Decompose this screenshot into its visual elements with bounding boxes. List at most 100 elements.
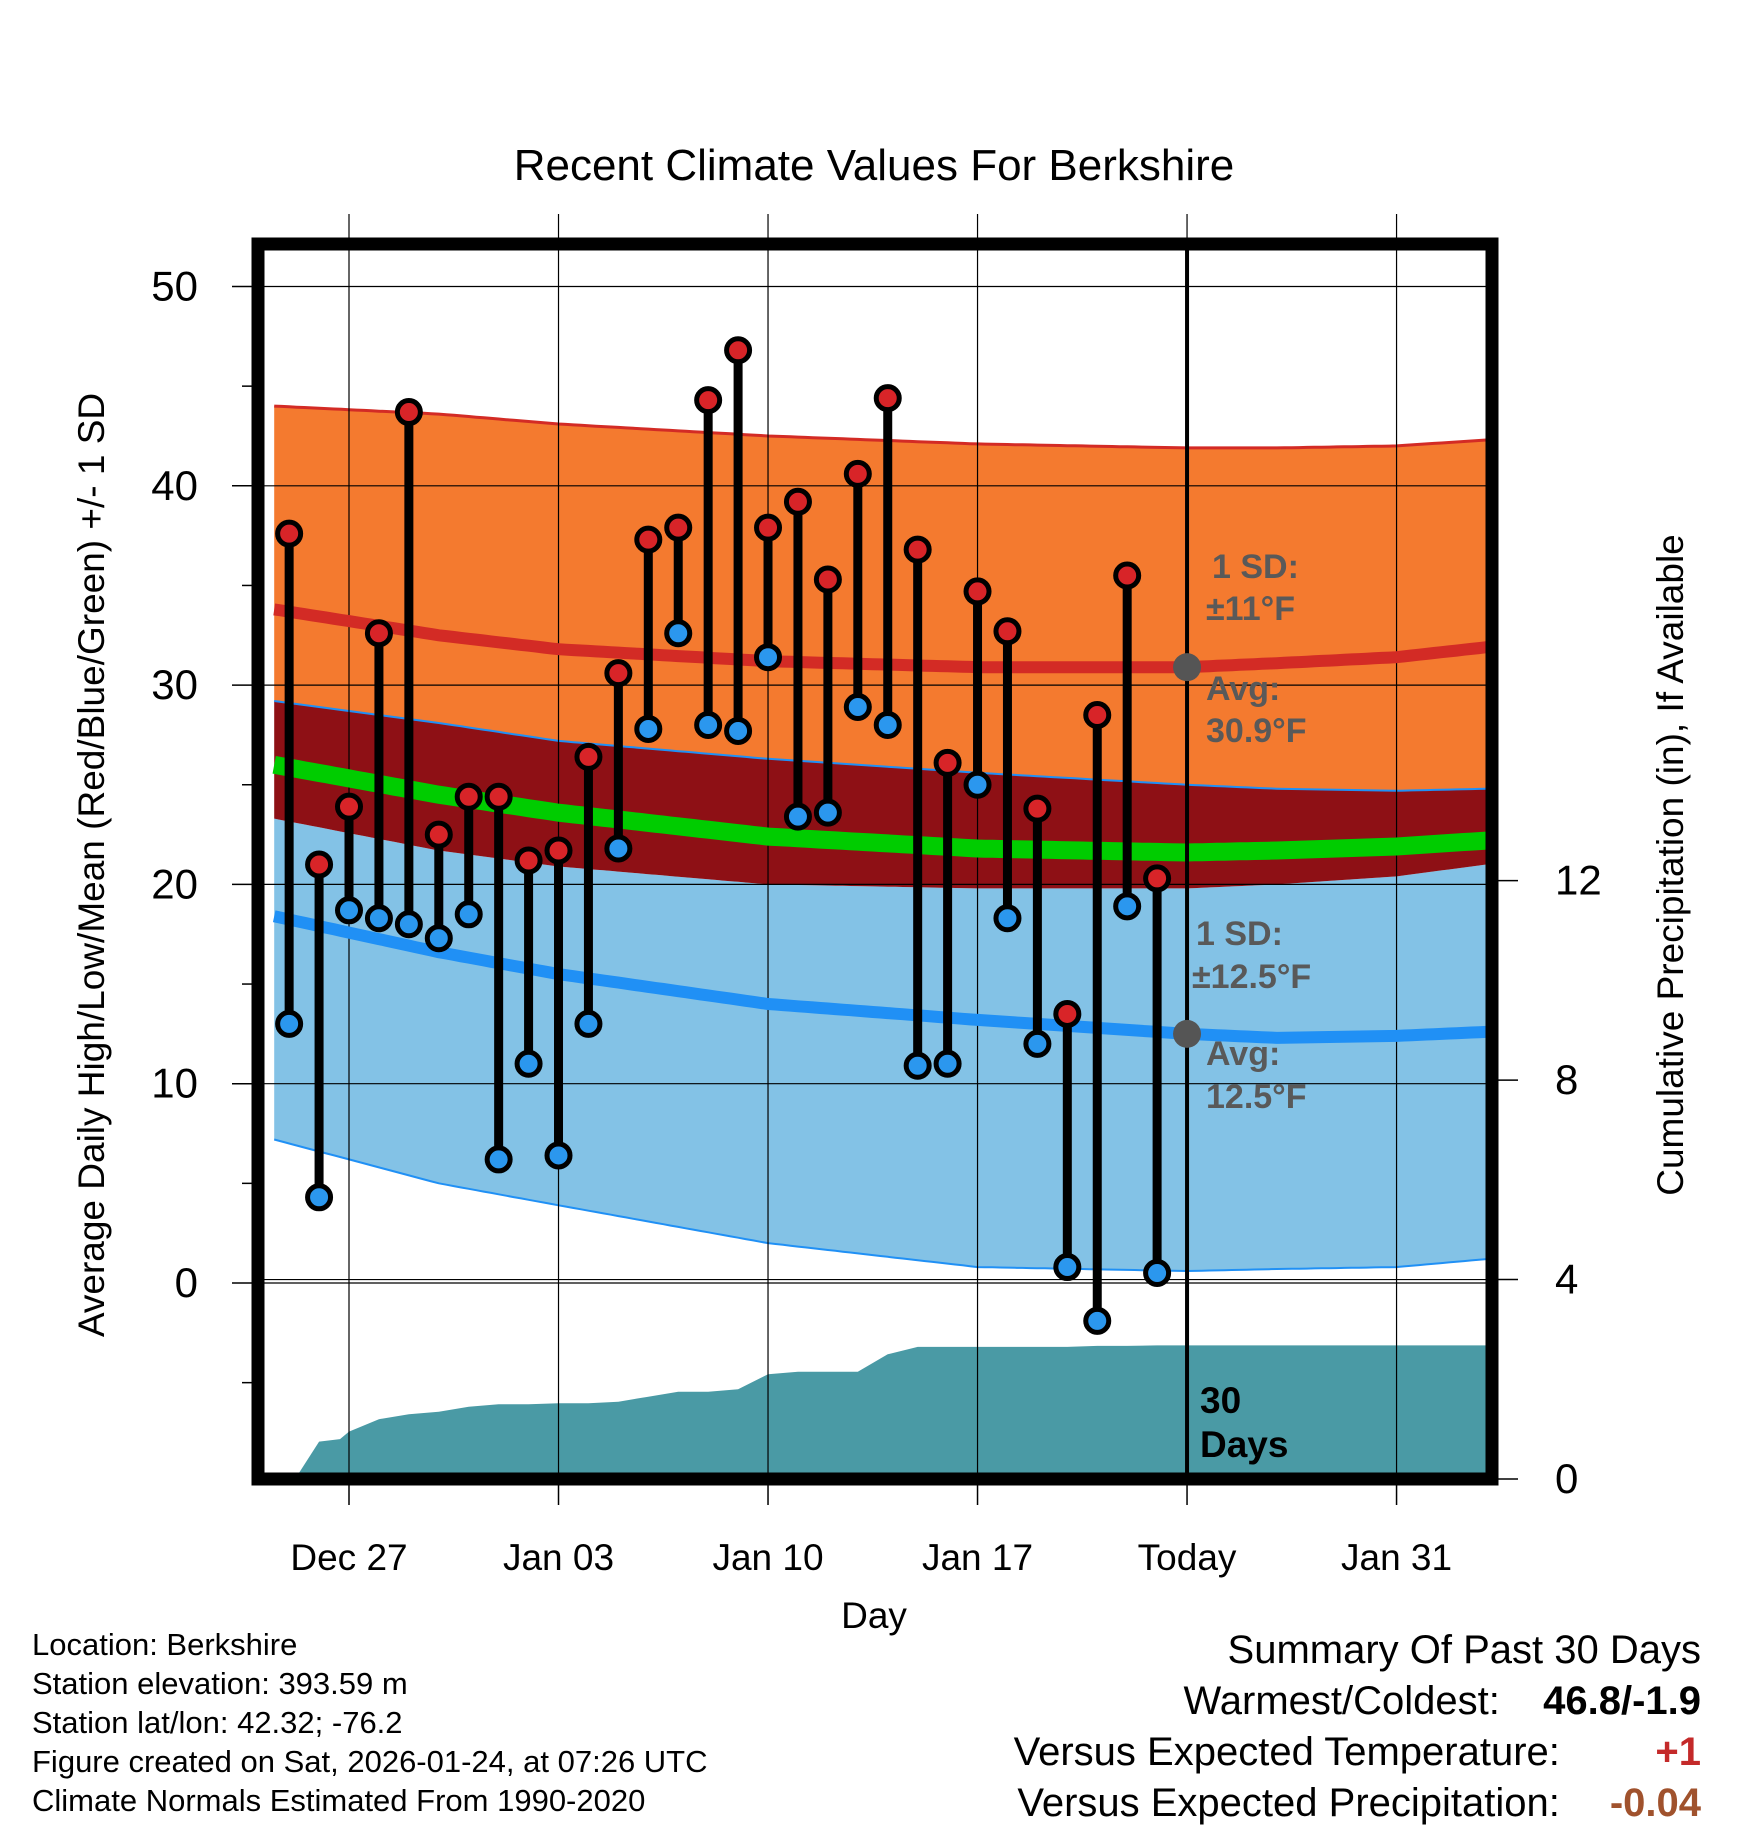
expected-temp-label: Versus Expected Temperature: xyxy=(1013,1730,1560,1774)
high-temp-point xyxy=(724,336,753,365)
high-temp-point xyxy=(634,525,663,554)
high-avg-label: Avg: xyxy=(1206,670,1280,708)
high-avg-line xyxy=(273,603,1488,674)
high-temp-point xyxy=(574,742,603,771)
y-tick-label-left: 40 xyxy=(151,462,198,509)
expected-precip-value: -0.04 xyxy=(1609,1781,1701,1825)
today-low-avg-dot xyxy=(1173,1019,1202,1048)
high-temp-point xyxy=(604,659,633,688)
high-temp-point xyxy=(335,792,363,821)
y-tick-label-left: 20 xyxy=(151,860,198,907)
high-temp-point xyxy=(305,850,334,879)
x-tick-label: Jan 17 xyxy=(922,1537,1033,1578)
low-temp-point xyxy=(634,714,663,743)
low-temp-point xyxy=(364,904,393,933)
x-axis-label: Day xyxy=(841,1595,907,1636)
y-tick-label-left: 0 xyxy=(175,1259,198,1306)
y-tick-label-right: 0 xyxy=(1555,1455,1578,1502)
low-sd-band xyxy=(274,818,1487,1271)
high-temp-point xyxy=(424,820,453,849)
summary-precip-row: Versus Expected Precipitation: -0.04 xyxy=(801,1778,1701,1829)
high-sd-value: ±11°F xyxy=(1206,590,1295,628)
x-tick-label: Dec 27 xyxy=(290,1537,407,1578)
low-temp-point xyxy=(873,710,902,739)
latlon-text: Station lat/lon: 42.32; -76.2 xyxy=(32,1705,403,1740)
low-temp-point xyxy=(1113,892,1142,921)
high-temp-point xyxy=(454,782,483,811)
high-temp-point xyxy=(664,513,693,542)
overlap-band xyxy=(274,701,1487,889)
today-high-avg-dot xyxy=(1173,653,1202,682)
elevation-text: Station elevation: 393.59 m xyxy=(32,1666,408,1701)
low-temp-point xyxy=(694,710,723,739)
warmest-coldest-value: 46.8/-1.9 xyxy=(1543,1679,1701,1723)
low-temp-point xyxy=(1023,1029,1052,1058)
low-temp-point xyxy=(993,904,1022,933)
summary-panel: Summary Of Past 30 Days Warmest/Coldest:… xyxy=(801,1625,1701,1829)
low-sd-label: 1 SD: xyxy=(1196,915,1283,953)
low-temp-point xyxy=(963,770,992,799)
high-upper-line xyxy=(274,404,1487,450)
expected-precip-label: Versus Expected Precipitation: xyxy=(1017,1781,1560,1825)
low-temp-point xyxy=(843,693,872,722)
low-avg-line xyxy=(272,910,1487,1044)
high-temp-point xyxy=(1113,561,1142,590)
x-tick-label: Jan 03 xyxy=(503,1537,614,1578)
normals-text: Climate Normals Estimated From 1990-2020 xyxy=(32,1783,646,1818)
x-tick-label: Today xyxy=(1138,1537,1237,1578)
days-count-number: 30 xyxy=(1200,1380,1241,1421)
low-temp-point xyxy=(574,1009,603,1038)
high-temp-point xyxy=(873,384,902,413)
x-tick-label: Jan 10 xyxy=(712,1537,823,1578)
low-temp-point xyxy=(424,924,453,953)
low-temp-point xyxy=(484,1145,513,1174)
low-avg-label: Avg: xyxy=(1206,1035,1280,1073)
summary-warmest-row: Warmest/Coldest: 46.8/-1.9 xyxy=(801,1676,1702,1727)
precip-area xyxy=(295,1345,1492,1479)
plot-frame xyxy=(251,237,1499,1486)
low-temp-point xyxy=(933,1049,962,1078)
created-text: Figure created on Sat, 2026-01-24, at 07… xyxy=(32,1744,708,1779)
high-temp-point xyxy=(1053,999,1082,1028)
high-temp-point xyxy=(544,836,573,865)
high-temp-point xyxy=(394,398,423,427)
high-temp-point xyxy=(514,846,543,875)
summary-temp-row: Versus Expected Temperature: +1 xyxy=(801,1727,1701,1778)
y-tick-label-right: 8 xyxy=(1555,1056,1578,1103)
low-temp-point xyxy=(604,834,633,863)
low-temp-point xyxy=(544,1141,573,1170)
warmest-coldest-label: Warmest/Coldest: xyxy=(1183,1679,1500,1723)
low-temp-point xyxy=(664,619,693,648)
high-sd-band xyxy=(274,406,1487,791)
low-temp-point xyxy=(335,896,363,925)
low-avg-value: 12.5°F xyxy=(1206,1078,1307,1116)
low-temp-point xyxy=(1143,1259,1172,1288)
location-text: Location: Berkshire xyxy=(32,1627,298,1662)
high-temp-point xyxy=(993,617,1022,646)
high-temp-point xyxy=(843,459,872,488)
low-temp-point xyxy=(394,910,423,939)
high-temp-point xyxy=(484,782,513,811)
high-temp-point xyxy=(1023,794,1052,823)
summary-title: Summary Of Past 30 Days xyxy=(1227,1628,1701,1672)
chart-title: Recent Climate Values For Berkshire xyxy=(514,141,1235,190)
low-temp-point xyxy=(1053,1253,1082,1282)
high-temp-point xyxy=(813,565,842,594)
high-temp-point xyxy=(694,386,723,415)
low-temp-point xyxy=(514,1049,543,1078)
y-axis-label-left: Average Daily High/Low/Mean (Red/Blue/Gr… xyxy=(71,393,112,1337)
station-metadata: Location: Berkshire Station elevation: 3… xyxy=(32,1625,708,1820)
high-avg-value: 30.9°F xyxy=(1206,712,1307,750)
plot-area: 1 SD: ±11°F Avg: 30.9°F 1 SD: ±12.5°F Avg: 12.5… xyxy=(151,214,1602,1578)
low-temp-point xyxy=(275,1009,304,1038)
days-count-label: Days xyxy=(1200,1424,1288,1465)
high-temp-point xyxy=(933,748,962,777)
y-tick-label-left: 30 xyxy=(151,661,198,708)
low-temp-point xyxy=(813,798,842,827)
y-tick-label-right: 12 xyxy=(1555,857,1602,904)
high-temp-point xyxy=(1143,864,1172,893)
y-axis-label-right: Cumulative Precipitation (in), If Availa… xyxy=(1650,534,1691,1196)
low-temp-point xyxy=(783,802,812,831)
low-temp-point xyxy=(903,1051,932,1080)
low-temp-point xyxy=(1083,1306,1112,1335)
